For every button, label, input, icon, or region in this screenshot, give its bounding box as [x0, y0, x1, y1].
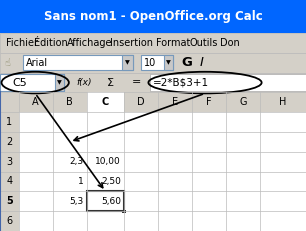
Text: =: =	[132, 78, 141, 88]
FancyBboxPatch shape	[0, 33, 306, 53]
Text: 10,00: 10,00	[95, 157, 121, 166]
FancyBboxPatch shape	[141, 55, 173, 70]
Text: ▼: ▼	[166, 61, 171, 65]
FancyBboxPatch shape	[0, 73, 306, 92]
FancyBboxPatch shape	[122, 55, 133, 70]
FancyBboxPatch shape	[164, 55, 173, 70]
Text: C: C	[102, 97, 109, 107]
Text: B: B	[66, 97, 73, 107]
FancyBboxPatch shape	[87, 92, 124, 112]
Text: ☝: ☝	[5, 58, 11, 68]
FancyBboxPatch shape	[0, 0, 306, 33]
Text: 5: 5	[6, 196, 13, 206]
FancyBboxPatch shape	[0, 74, 64, 91]
Text: Sans nom1 - OpenOffice.org Calc: Sans nom1 - OpenOffice.org Calc	[44, 10, 262, 23]
Text: ▼: ▼	[125, 61, 130, 65]
FancyBboxPatch shape	[0, 53, 306, 73]
Text: Insertion: Insertion	[110, 38, 153, 48]
Text: H: H	[279, 97, 287, 107]
Text: ▼: ▼	[57, 80, 62, 85]
Text: 6: 6	[6, 216, 13, 226]
Text: =2*B$3+1: =2*B$3+1	[153, 78, 209, 88]
FancyBboxPatch shape	[0, 211, 19, 231]
Text: f(x): f(x)	[76, 78, 92, 87]
Text: C5: C5	[12, 78, 27, 88]
Text: D: D	[137, 97, 145, 107]
FancyBboxPatch shape	[0, 92, 306, 112]
Text: 5,60: 5,60	[101, 197, 121, 206]
Text: Format: Format	[156, 38, 190, 48]
Text: 4: 4	[6, 176, 13, 186]
Text: 2,3: 2,3	[69, 157, 84, 166]
FancyBboxPatch shape	[0, 191, 19, 211]
Text: A: A	[32, 97, 39, 107]
Text: G: G	[239, 97, 247, 107]
FancyBboxPatch shape	[0, 172, 19, 191]
Text: I: I	[200, 56, 204, 70]
FancyBboxPatch shape	[87, 191, 124, 211]
Text: 3: 3	[6, 157, 13, 167]
Text: Outils: Outils	[190, 38, 218, 48]
FancyBboxPatch shape	[0, 132, 19, 152]
Text: Édition: Édition	[34, 38, 67, 48]
Text: F: F	[206, 97, 212, 107]
Text: 2,50: 2,50	[101, 177, 121, 186]
FancyBboxPatch shape	[0, 112, 19, 132]
Text: 10: 10	[144, 58, 156, 68]
Text: Arial: Arial	[26, 58, 48, 68]
FancyBboxPatch shape	[0, 152, 19, 172]
Text: G: G	[181, 56, 192, 70]
Text: 2: 2	[6, 137, 13, 147]
Text: Fichier: Fichier	[6, 38, 38, 48]
FancyBboxPatch shape	[122, 210, 126, 213]
FancyBboxPatch shape	[150, 74, 306, 91]
Text: 5,3: 5,3	[69, 197, 84, 206]
Text: Affichage: Affichage	[67, 38, 113, 48]
Text: 1: 1	[6, 117, 13, 127]
FancyBboxPatch shape	[23, 55, 133, 70]
Text: Σ: Σ	[107, 78, 114, 88]
Text: E: E	[172, 97, 178, 107]
Text: 1: 1	[78, 177, 84, 186]
Text: Don: Don	[220, 38, 240, 48]
FancyBboxPatch shape	[0, 92, 306, 231]
FancyBboxPatch shape	[55, 74, 64, 91]
